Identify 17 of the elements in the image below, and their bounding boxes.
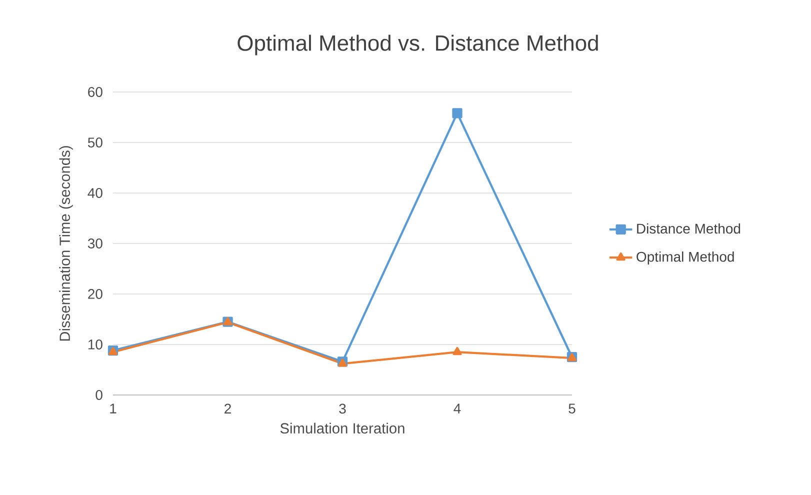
x-tick-label: 4 xyxy=(454,404,461,414)
y-tick-label: 20 xyxy=(88,289,102,299)
chart-title: Optimal Method vs. Distance Method xyxy=(238,34,598,56)
x-tick-label: 3 xyxy=(339,404,346,414)
y-tick-label: 10 xyxy=(88,340,102,350)
x-axis-title: Simulation Iteration xyxy=(280,422,404,434)
x-tick-label: 2 xyxy=(224,404,231,414)
y-tick-label: 50 xyxy=(88,138,102,148)
y-axis-title: Dissemination Time (seconds) xyxy=(59,146,73,341)
legend-label: Distance Method xyxy=(637,223,740,234)
y-tick-label: 40 xyxy=(88,188,102,198)
x-tick-label: 1 xyxy=(110,404,116,414)
y-tick-label: 0 xyxy=(96,390,102,400)
x-tick-label: 5 xyxy=(568,404,576,414)
y-tick-label: 60 xyxy=(88,87,102,97)
y-tick-label: 30 xyxy=(88,238,102,248)
legend-label: Optimal Method xyxy=(636,251,734,265)
